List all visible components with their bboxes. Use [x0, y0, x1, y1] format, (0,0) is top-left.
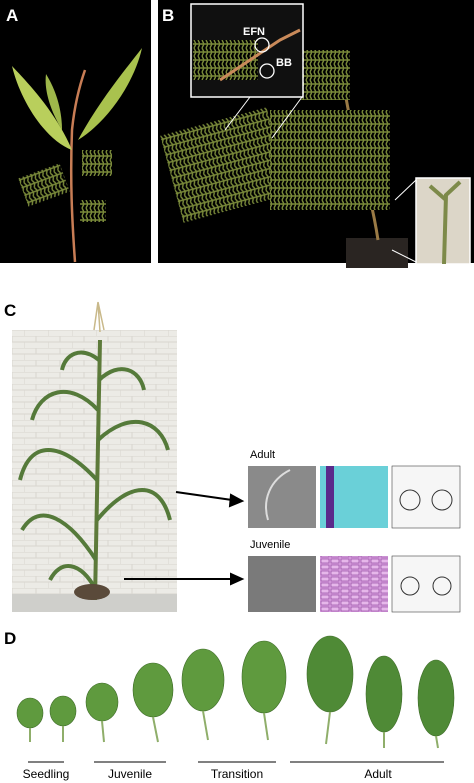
- marker-circle: [254, 37, 270, 53]
- micrograph: [391, 465, 461, 529]
- stage-label: Transition: [211, 767, 263, 781]
- stain: [326, 466, 334, 528]
- stage-label: Seedling: [23, 767, 70, 781]
- panel-label: A: [6, 6, 18, 25]
- panel-label: C: [4, 301, 16, 320]
- leaflets: [270, 110, 390, 210]
- annotation: BB: [276, 57, 292, 69]
- micrograph: [320, 556, 388, 612]
- vascular-bundle: [400, 576, 420, 596]
- tassel: [93, 301, 105, 333]
- panel-b: EFN BB B: [158, 0, 474, 268]
- leaflets: [18, 163, 70, 207]
- stage-label: Adult: [364, 767, 392, 781]
- stem: [219, 28, 301, 82]
- leaf: [12, 66, 72, 150]
- panel-d: D Seedling Juvenile Transition: [4, 629, 455, 781]
- leaflets: [82, 150, 112, 176]
- vascular-bundle: [431, 489, 453, 511]
- micrograph: [248, 556, 316, 612]
- stem: [69, 69, 87, 263]
- vascular-bundle: [432, 576, 452, 596]
- stem: [428, 180, 462, 265]
- callout-line: [271, 96, 303, 139]
- leaves: [16, 635, 455, 737]
- panel-label: D: [4, 629, 16, 648]
- micrograph: [391, 555, 461, 613]
- trichome: [265, 469, 291, 521]
- photo-background: [0, 0, 151, 263]
- panel-label: B: [162, 6, 174, 25]
- leaf: [45, 74, 62, 130]
- leaflets: [300, 50, 350, 100]
- callout-line: [394, 179, 417, 201]
- panel-c: C Adult Juvenile: [4, 301, 461, 613]
- stage-label: Juvenile: [108, 767, 152, 781]
- leaflets: [193, 40, 258, 80]
- leaflets: [160, 107, 290, 223]
- annotation: Juvenile: [250, 539, 290, 551]
- ground: [12, 594, 177, 612]
- arrows: [124, 491, 245, 586]
- annotation: EFN: [243, 26, 265, 38]
- micrograph: [248, 466, 316, 528]
- marker-circle: [259, 63, 275, 79]
- roots: [74, 584, 110, 600]
- panel-a: A: [0, 0, 151, 263]
- vascular-bundle: [399, 489, 421, 511]
- petioles: [29, 710, 439, 749]
- annotation: Adult: [250, 449, 275, 461]
- callout-line: [224, 96, 251, 131]
- leaflets: [80, 200, 106, 222]
- corn-leaves: [18, 350, 172, 591]
- leaf: [78, 48, 142, 140]
- callout-line: [391, 249, 417, 263]
